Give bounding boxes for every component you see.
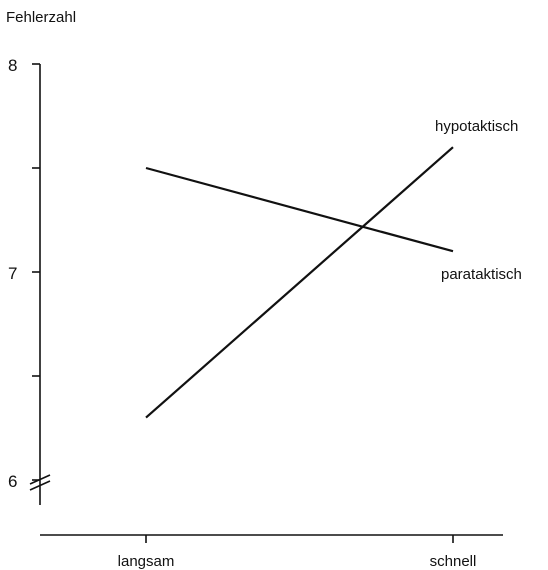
series-label: hypotaktisch xyxy=(435,118,518,135)
axis-break-stroke xyxy=(29,480,51,491)
series-line-parataktisch xyxy=(145,166,454,253)
y-tick-label: 7 xyxy=(8,264,17,283)
x-axis: langsam schnell xyxy=(40,534,503,570)
y-ticks: 6 7 8 xyxy=(8,56,40,491)
y-axis-title: Fehlerzahl xyxy=(6,9,76,26)
y-axis: 6 7 8 xyxy=(8,56,51,505)
axis-break-stroke xyxy=(29,474,51,485)
axis-break-mark xyxy=(29,474,51,491)
y-tick-label: 6 xyxy=(8,472,17,491)
y-tick-label: 8 xyxy=(8,56,17,75)
x-tick-label: schnell xyxy=(430,553,477,570)
series-line-hypotaktisch xyxy=(145,146,454,419)
x-ticks: langsam schnell xyxy=(118,535,477,570)
x-tick-label: langsam xyxy=(118,553,175,570)
series-label: parataktisch xyxy=(441,266,522,283)
series-layer: hypotaktisch parataktisch xyxy=(145,118,522,419)
